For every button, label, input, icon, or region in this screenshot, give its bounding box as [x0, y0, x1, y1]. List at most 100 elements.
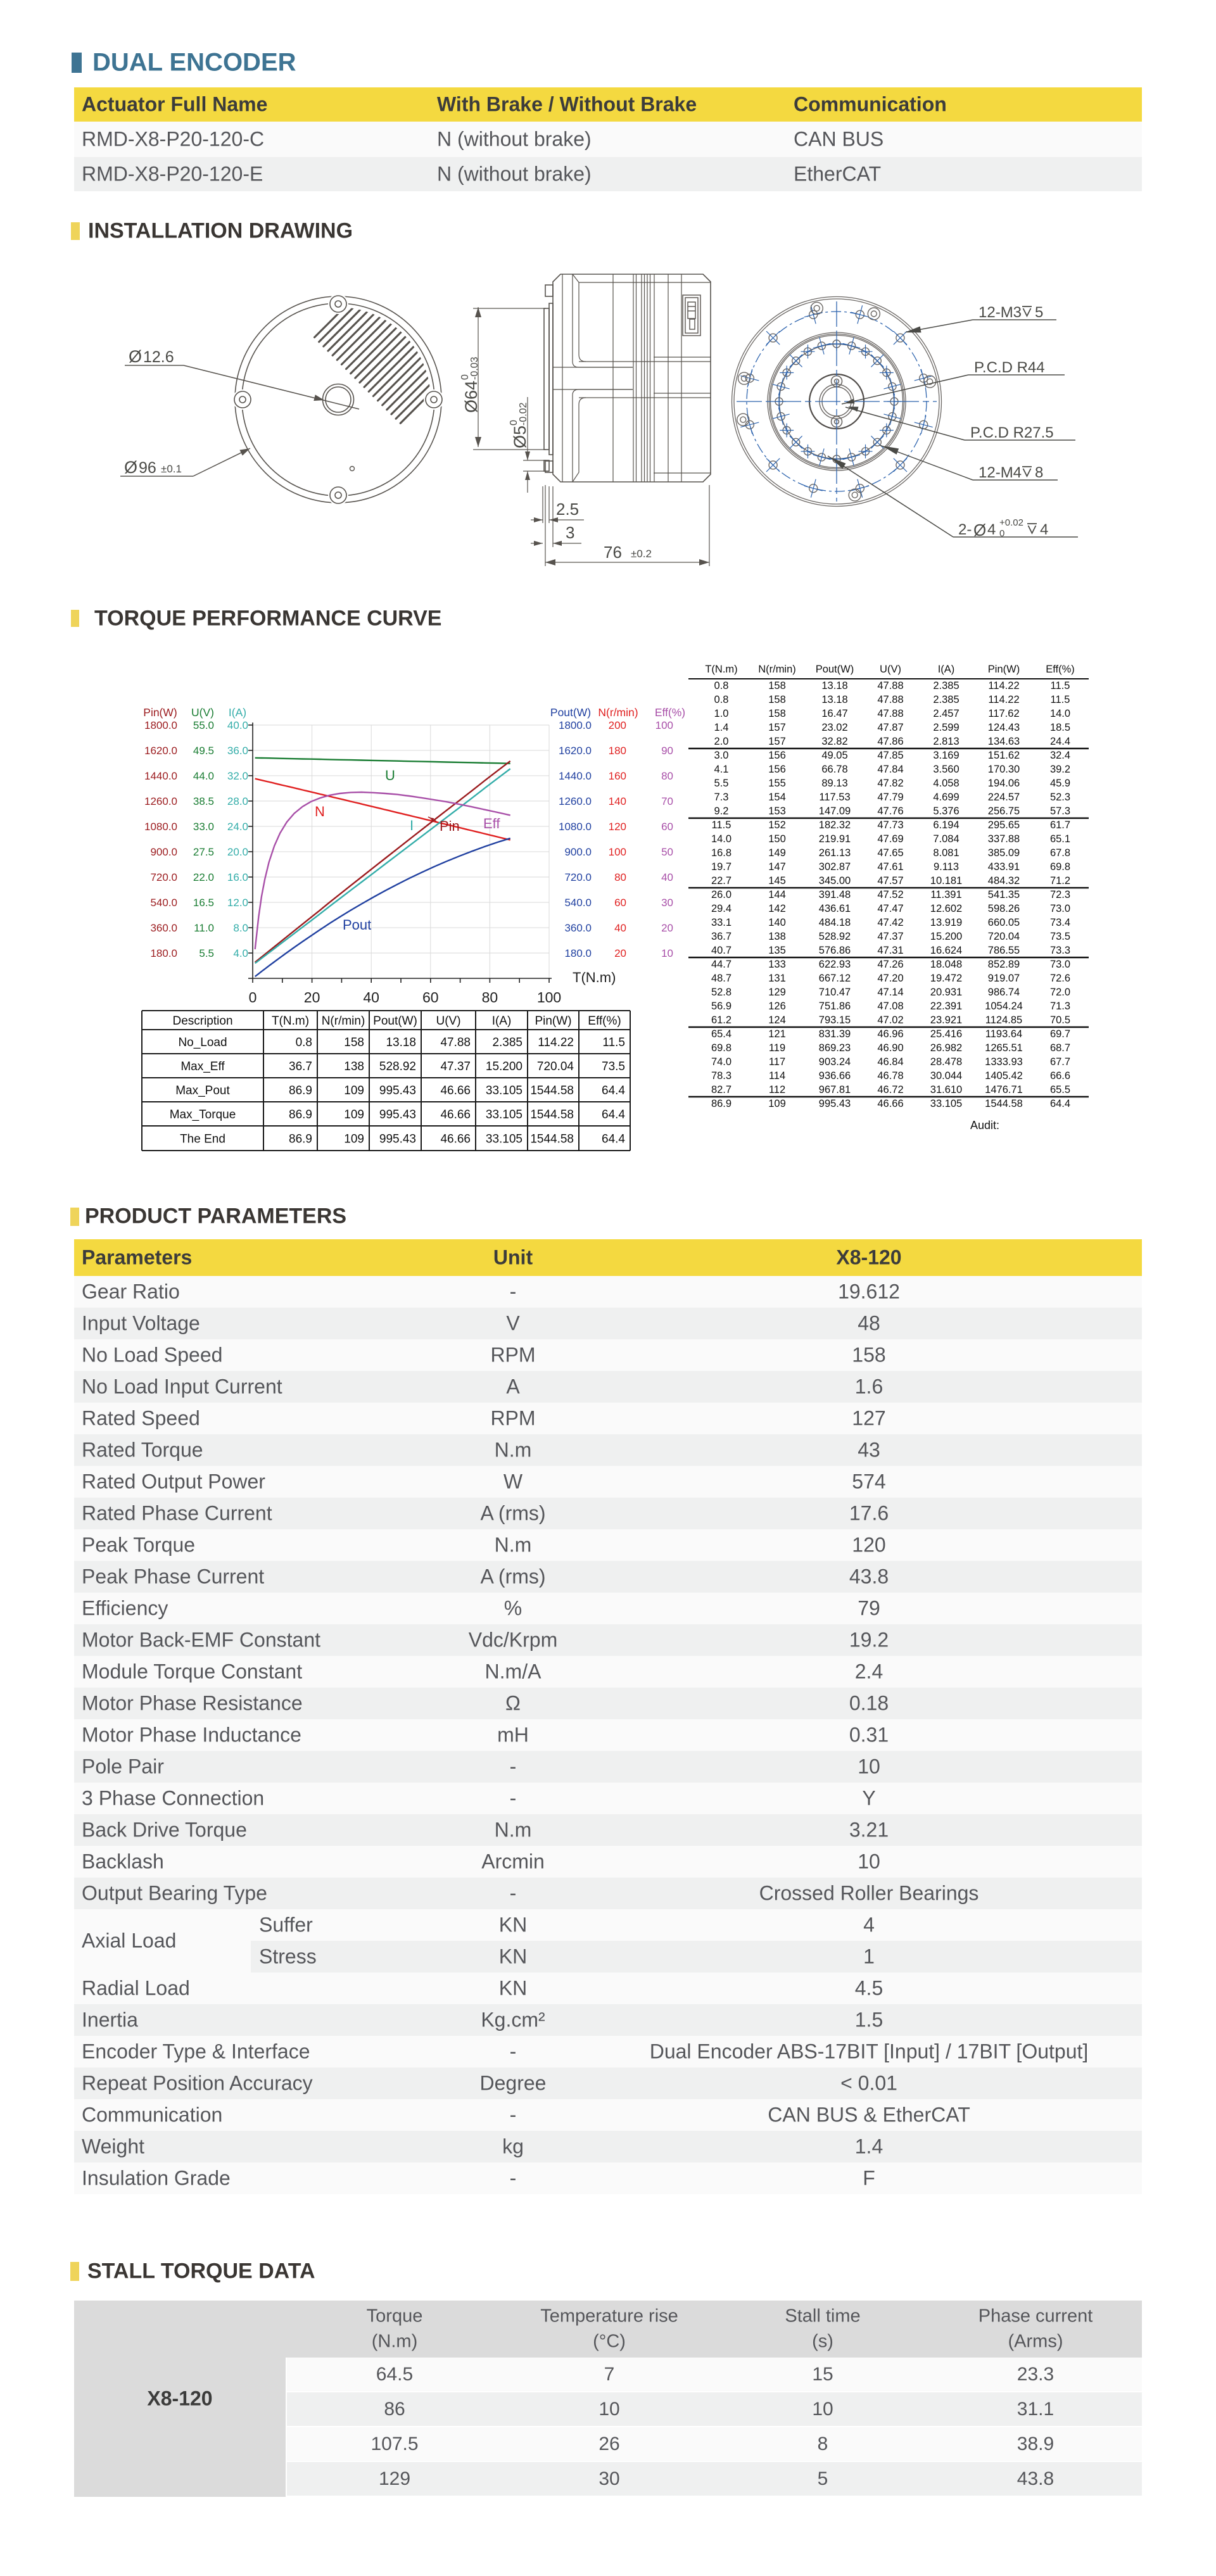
svg-text:30: 30: [661, 897, 673, 909]
svg-text:61.7: 61.7: [1050, 819, 1070, 831]
svg-text:109: 109: [344, 1084, 364, 1097]
svg-text:71.3: 71.3: [1050, 1001, 1070, 1012]
svg-text:967.81: 967.81: [819, 1084, 851, 1095]
svg-text:55.0: 55.0: [193, 719, 214, 731]
svg-text:73.3: 73.3: [1050, 945, 1070, 956]
svg-text:109: 109: [344, 1133, 364, 1146]
svg-text:20.931: 20.931: [930, 987, 962, 998]
svg-text:47.88: 47.88: [877, 694, 903, 705]
svg-text:3: 3: [566, 523, 574, 542]
svg-text:49.5: 49.5: [193, 745, 214, 757]
svg-text:936.66: 936.66: [819, 1070, 851, 1082]
svg-text:47.87: 47.87: [877, 722, 903, 733]
svg-text:540.0: 540.0: [150, 897, 177, 909]
svg-text:3.0: 3.0: [714, 750, 729, 761]
svg-text:919.07: 919.07: [988, 973, 1020, 984]
svg-text:1054.24: 1054.24: [985, 1001, 1023, 1012]
svg-text:40.0: 40.0: [227, 719, 248, 731]
svg-text:47.02: 47.02: [877, 1014, 903, 1026]
svg-text:126: 126: [768, 1001, 786, 1012]
svg-text:391.48: 391.48: [819, 889, 851, 900]
svg-text:109: 109: [768, 1098, 786, 1109]
svg-text:117: 117: [769, 1056, 785, 1068]
svg-text:2.385: 2.385: [933, 680, 959, 691]
svg-text:66.78: 66.78: [821, 764, 847, 775]
svg-text:74.0: 74.0: [711, 1056, 732, 1068]
svg-text:18.048: 18.048: [930, 959, 962, 970]
svg-text:124.43: 124.43: [988, 722, 1020, 733]
svg-text:1800.0: 1800.0: [144, 719, 177, 731]
svg-text:46.84: 46.84: [877, 1056, 903, 1068]
svg-text:80: 80: [482, 989, 498, 1006]
svg-text:Ø64: Ø64: [462, 381, 481, 413]
svg-text:150: 150: [768, 833, 786, 845]
svg-text:46.78: 46.78: [877, 1070, 903, 1082]
svg-text:4.699: 4.699: [933, 792, 959, 803]
svg-text:36.7: 36.7: [711, 931, 732, 942]
svg-text:47.86: 47.86: [877, 736, 903, 747]
svg-text:14.0: 14.0: [1050, 708, 1070, 719]
svg-text:No_Load: No_Load: [178, 1036, 227, 1049]
svg-text:13.18: 13.18: [821, 694, 847, 705]
svg-text:28.0: 28.0: [227, 795, 248, 807]
svg-text:182.32: 182.32: [819, 819, 851, 831]
svg-text:47.69: 47.69: [877, 833, 903, 845]
svg-text:194.06: 194.06: [988, 778, 1020, 789]
svg-text:69.8: 69.8: [711, 1042, 732, 1054]
svg-text:Ø: Ø: [129, 347, 142, 366]
svg-text:Max_Eff: Max_Eff: [180, 1060, 225, 1073]
svg-text:100: 100: [656, 719, 673, 731]
svg-text:24.0: 24.0: [227, 821, 248, 833]
svg-text:86.9: 86.9: [289, 1084, 312, 1097]
svg-text:73.0: 73.0: [1050, 959, 1070, 970]
svg-text:831.39: 831.39: [819, 1028, 851, 1040]
svg-text:2.5: 2.5: [556, 500, 579, 519]
svg-text:47.42: 47.42: [877, 917, 903, 928]
svg-text:0: 0: [460, 374, 471, 380]
svg-text:224.57: 224.57: [988, 792, 1020, 803]
svg-text:72.6: 72.6: [1050, 973, 1070, 984]
svg-text:86.9: 86.9: [289, 1108, 312, 1121]
svg-text:12.6: 12.6: [143, 348, 174, 366]
svg-text:7.084: 7.084: [933, 833, 959, 845]
svg-text:180.0: 180.0: [150, 947, 177, 959]
svg-text:19.472: 19.472: [930, 973, 962, 984]
svg-text:140: 140: [609, 795, 626, 807]
svg-text:1620.0: 1620.0: [559, 745, 592, 757]
svg-text:852.89: 852.89: [988, 959, 1020, 970]
svg-text:145: 145: [768, 875, 786, 887]
svg-text:360.0: 360.0: [564, 922, 592, 934]
svg-text:76: 76: [604, 543, 622, 562]
svg-text:30.044: 30.044: [930, 1070, 962, 1082]
svg-text:2.385: 2.385: [492, 1036, 522, 1049]
svg-text:26.982: 26.982: [930, 1042, 962, 1054]
svg-text:65.4: 65.4: [711, 1028, 732, 1040]
svg-text:47.37: 47.37: [440, 1060, 471, 1073]
svg-text:47.31: 47.31: [877, 945, 903, 956]
svg-text:13.18: 13.18: [386, 1036, 416, 1049]
svg-text:986.74: 986.74: [988, 987, 1020, 998]
svg-text:219.91: 219.91: [819, 833, 851, 845]
svg-text:Eff(%): Eff(%): [588, 1014, 621, 1028]
svg-text:261.13: 261.13: [819, 847, 851, 859]
svg-text:T(N.m): T(N.m): [705, 664, 737, 675]
svg-text:52.3: 52.3: [1050, 792, 1070, 803]
svg-text:52.8: 52.8: [711, 987, 732, 998]
svg-text:36.0: 36.0: [227, 745, 248, 757]
svg-text:47.88: 47.88: [877, 708, 903, 719]
svg-text:5: 5: [1035, 304, 1043, 321]
svg-text:Pin(W): Pin(W): [143, 706, 177, 719]
svg-text:10.181: 10.181: [930, 875, 962, 887]
svg-text:2-: 2-: [958, 521, 972, 538]
svg-text:2.385: 2.385: [933, 694, 959, 705]
svg-text:180.0: 180.0: [564, 947, 592, 959]
svg-text:142: 142: [768, 903, 786, 914]
svg-text:47.61: 47.61: [877, 861, 903, 873]
svg-text:31.610: 31.610: [930, 1084, 962, 1095]
svg-text:80: 80: [661, 770, 673, 782]
svg-text:11.5: 11.5: [602, 1036, 625, 1049]
svg-text:1193.64: 1193.64: [985, 1028, 1022, 1040]
svg-text:47.85: 47.85: [877, 750, 903, 761]
svg-text:73.0: 73.0: [1050, 903, 1070, 914]
svg-text:64.4: 64.4: [602, 1108, 625, 1121]
